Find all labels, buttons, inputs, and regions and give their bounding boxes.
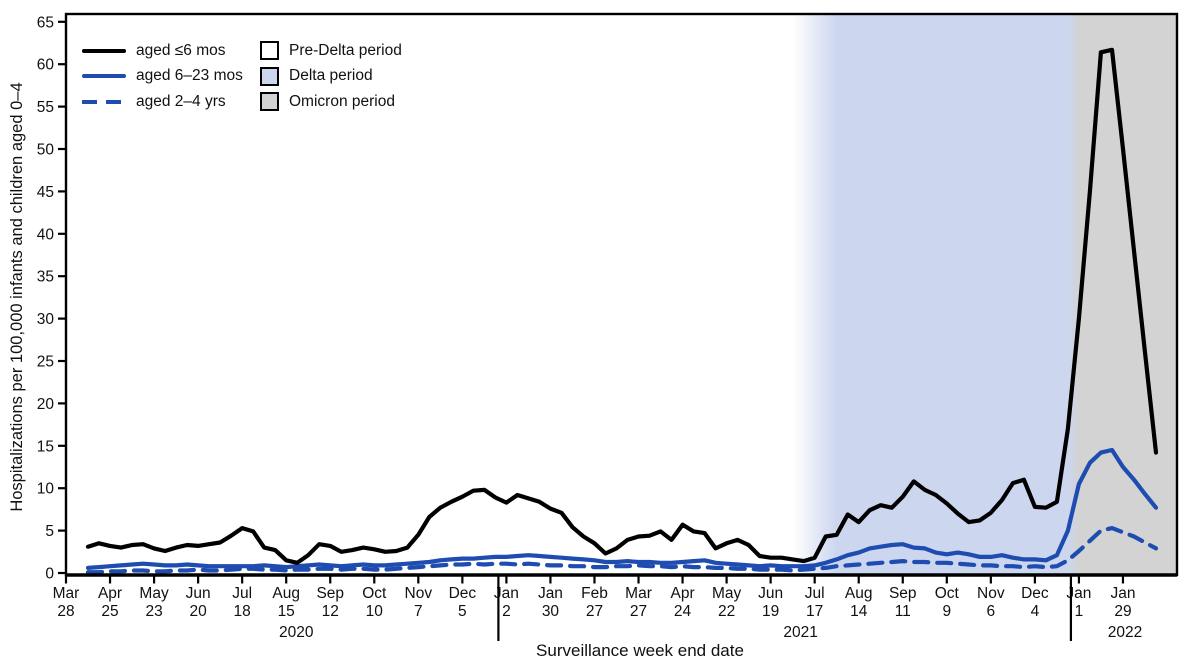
legend-label: Delta period bbox=[289, 67, 373, 85]
x-tick-day-label: 7 bbox=[414, 603, 423, 620]
black-solid-line-icon bbox=[82, 48, 126, 53]
x-tick-day-label: 23 bbox=[145, 603, 162, 620]
y-tick-label: 5 bbox=[45, 523, 54, 540]
x-tick-day-label: 27 bbox=[586, 603, 603, 620]
x-tick-day-label: 1 bbox=[1075, 603, 1084, 620]
legend-label: aged 2–4 yrs bbox=[136, 92, 226, 110]
pre-delta-swatch-icon bbox=[260, 41, 279, 61]
x-tick-day-label: 27 bbox=[630, 603, 647, 620]
y-tick-label: 20 bbox=[37, 396, 55, 413]
x-tick-month-label: Oct bbox=[935, 585, 960, 602]
x-tick-month-label: Nov bbox=[977, 585, 1005, 602]
x-tick-day-label: 5 bbox=[458, 603, 467, 620]
legend-item-aged-2-4yrs: aged 2–4 yrs bbox=[82, 89, 243, 115]
x-tick-day-label: 15 bbox=[278, 603, 295, 620]
x-tick-day-label: 14 bbox=[850, 603, 868, 620]
legend-item-aged-6-23mos: aged 6–23 mos bbox=[82, 64, 243, 90]
legend-label: Omicron period bbox=[289, 92, 395, 110]
legend-item-omicron: Omicron period bbox=[260, 89, 402, 115]
year-label-2022: 2022 bbox=[1108, 624, 1142, 641]
legend-item-pre-delta: Pre-Delta period bbox=[260, 38, 402, 64]
x-tick-month-label: Nov bbox=[405, 585, 433, 602]
year-label-2021: 2021 bbox=[783, 624, 817, 641]
x-tick-month-label: Jan bbox=[1110, 585, 1135, 602]
x-tick-month-label: Jan bbox=[494, 585, 519, 602]
x-tick-month-label: Jan bbox=[1066, 585, 1091, 602]
x-tick-month-label: Jul bbox=[805, 585, 825, 602]
y-tick-label: 10 bbox=[37, 481, 55, 498]
y-tick-label: 25 bbox=[37, 354, 54, 371]
x-tick-day-label: 4 bbox=[1031, 603, 1040, 620]
x-tick-month-label: Sep bbox=[316, 585, 344, 602]
x-tick-month-label: Jun bbox=[186, 585, 211, 602]
x-tick-month-label: Jan bbox=[538, 585, 563, 602]
x-tick-day-label: 28 bbox=[57, 603, 74, 620]
x-tick-month-label: Apr bbox=[98, 585, 122, 602]
x-axis-title: Surveillance week end date bbox=[536, 641, 744, 660]
year-label-2020: 2020 bbox=[279, 624, 314, 641]
x-tick-day-label: 18 bbox=[234, 603, 251, 620]
series-line-aged-6-23-mos bbox=[85, 447, 1159, 571]
x-tick-month-label: Dec bbox=[449, 585, 477, 602]
x-tick-month-label: May bbox=[712, 585, 742, 602]
series-line-aged-6-mos bbox=[85, 47, 1159, 565]
y-tick-label: 35 bbox=[37, 269, 54, 286]
x-tick-day-label: 22 bbox=[718, 603, 735, 620]
x-tick-day-label: 11 bbox=[895, 603, 911, 620]
x-tick-month-label: Sep bbox=[889, 585, 917, 602]
x-tick-day-label: 17 bbox=[806, 603, 823, 620]
delta-swatch-icon bbox=[260, 66, 279, 86]
legend-item-delta: Delta period bbox=[260, 64, 402, 90]
x-tick-month-label: Mar bbox=[625, 585, 652, 602]
y-axis-title: Hospitalizations per 100,000 infants and… bbox=[8, 82, 26, 512]
x-tick-day-label: 20 bbox=[189, 603, 207, 620]
x-tick-month-label: Aug bbox=[272, 585, 300, 602]
y-tick-label: 60 bbox=[37, 57, 55, 74]
x-tick-month-label: Oct bbox=[362, 585, 387, 602]
series-line-aged-2-4-yrs bbox=[85, 525, 1159, 575]
x-tick-month-label: Apr bbox=[670, 585, 694, 602]
x-tick-day-label: 24 bbox=[674, 603, 692, 620]
y-tick-label: 55 bbox=[37, 99, 54, 116]
x-tick-day-label: 2 bbox=[502, 603, 511, 620]
x-tick-day-label: 25 bbox=[101, 603, 118, 620]
blue-dashed-line-icon bbox=[82, 99, 126, 104]
x-tick-month-label: Mar bbox=[53, 585, 80, 602]
x-tick-month-label: Dec bbox=[1021, 585, 1049, 602]
x-tick-day-label: 12 bbox=[322, 603, 339, 620]
legend-periods: Pre-Delta period Delta period Omicron pe… bbox=[260, 38, 402, 115]
y-tick-label: 15 bbox=[37, 438, 54, 455]
y-tick-label: 45 bbox=[37, 184, 54, 201]
x-tick-day-label: 10 bbox=[366, 603, 384, 620]
legend-series-groups: aged ≤6 mos aged 6–23 mos aged 2–4 yrs bbox=[82, 38, 243, 115]
blue-solid-line-icon bbox=[82, 74, 126, 79]
x-tick-month-label: May bbox=[139, 585, 169, 602]
y-tick-label: 30 bbox=[37, 311, 55, 328]
legend-label: aged 6–23 mos bbox=[136, 67, 243, 85]
y-tick-label: 0 bbox=[45, 566, 54, 583]
omicron-swatch-icon bbox=[260, 92, 279, 112]
y-tick-label: 50 bbox=[37, 142, 55, 159]
x-tick-day-label: 30 bbox=[542, 603, 560, 620]
x-tick-day-label: 19 bbox=[762, 603, 779, 620]
legend-label: aged ≤6 mos bbox=[136, 41, 226, 59]
x-tick-day-label: 29 bbox=[1114, 603, 1131, 620]
x-tick-day-label: 9 bbox=[942, 603, 951, 620]
legend-label: Pre-Delta period bbox=[289, 41, 402, 59]
y-tick-label: 40 bbox=[37, 226, 55, 243]
x-tick-day-label: 6 bbox=[987, 603, 996, 620]
legend-item-aged-le6mos: aged ≤6 mos bbox=[82, 38, 243, 64]
y-tick-label: 65 bbox=[37, 14, 54, 31]
x-tick-month-label: Jul bbox=[232, 585, 252, 602]
period-shading bbox=[66, 14, 1177, 575]
x-tick-month-label: Jun bbox=[758, 585, 783, 602]
x-tick-month-label: Feb bbox=[581, 585, 608, 602]
x-tick-month-label: Aug bbox=[845, 585, 873, 602]
